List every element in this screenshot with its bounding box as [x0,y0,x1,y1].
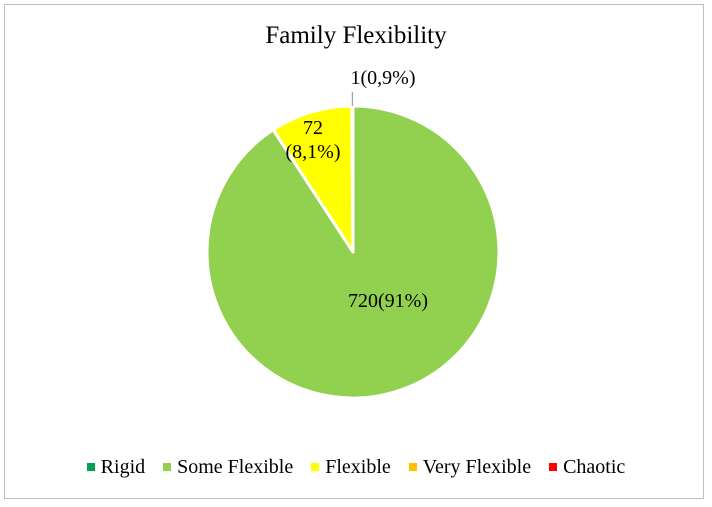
pie-slice-flexible [271,104,355,254]
data-label-very-flexible: 1(0,9%) [351,67,416,89]
data-label-some-flexible: 720(91%) [348,290,428,312]
legend-item-chaotic: Chaotic [549,454,625,480]
data-labels: 720(91%) 72 (8,1%) 1(0,9%) [286,67,428,312]
chart-title: Family Flexibility [265,22,447,49]
legend-swatch-chaotic [549,463,558,471]
data-label-flexible: 72 (8,1%) [286,117,341,163]
legend-item-some-flexible: Some Flexible [163,454,293,480]
legend-swatch-rigid [86,463,95,471]
legend-label-chaotic: Chaotic [563,456,626,478]
legend-label-flexible: Flexible [325,456,391,478]
pie-slice-very-flexible [350,104,355,254]
legend-label-very-flexible: Very Flexible [422,456,532,478]
legend-item-rigid: Rigid [86,454,146,480]
legend-item-flexible: Flexible [311,454,391,480]
legend-swatch-some-flexible [163,463,172,471]
legend-label-some-flexible: Some Flexible [177,456,294,478]
pie-slices [205,104,501,400]
legend-swatch-flexible [311,463,320,471]
legend-label-rigid: Rigid [100,456,146,478]
chart-legend: Rigid Some Flexible Flexible Very Flexible C… [0,454,712,480]
legend-swatch-very-flexible [408,463,417,471]
legend-item-very-flexible: Very Flexible [408,454,532,480]
